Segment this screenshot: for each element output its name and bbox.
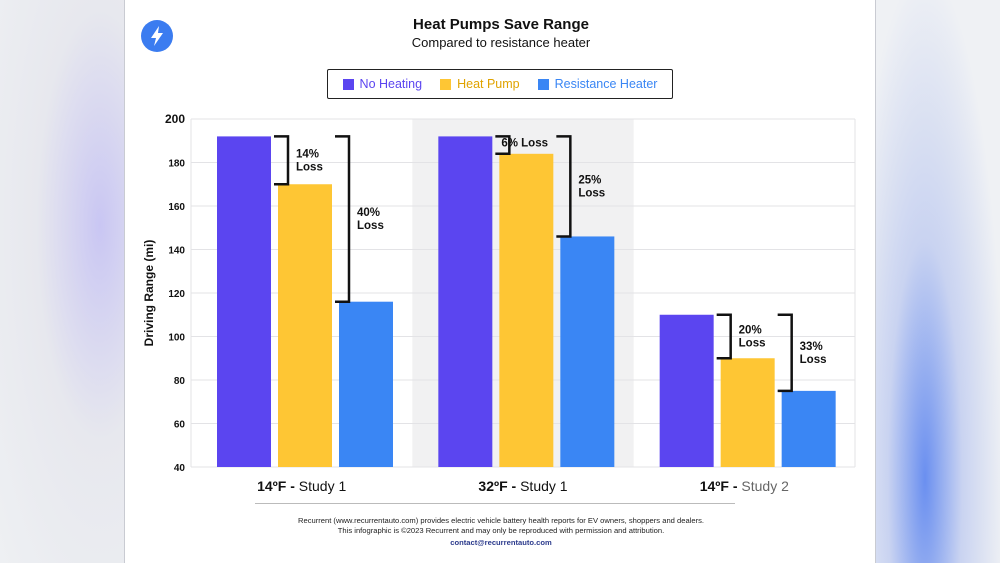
y-tick-label-40: 40 <box>174 463 186 474</box>
bar-heat-pump-2 <box>720 358 775 467</box>
loss-label-3-line2: Loss <box>578 187 605 199</box>
loss-bracket-5 <box>777 313 793 393</box>
chart-subtitle: Compared to resistance heater <box>411 35 591 50</box>
footer-text-line2: This infographic is ©2023 Recurrent and … <box>337 526 665 535</box>
bar-no-heating-1 <box>438 136 493 467</box>
loss-label-2: 6% Loss <box>501 137 548 149</box>
lightning-bolt-icon <box>141 20 173 52</box>
infographic-card: Heat Pumps Save Range Compared to resist… <box>124 0 876 563</box>
loss-label-0-line1: 14% <box>296 148 319 160</box>
loss-label-1-line2: Loss <box>357 220 384 232</box>
background-left <box>0 0 125 563</box>
loss-bracket-1 <box>335 135 351 303</box>
loss-bracket-0 <box>274 135 290 186</box>
y-tick-label-120: 120 <box>168 289 185 300</box>
legend-swatch-heat-pump <box>440 78 452 90</box>
y-tick-label-80: 80 <box>174 376 186 387</box>
footer-text-line1: Recurrent (www.recurrentauto.com) provid… <box>297 516 705 525</box>
x-category-label-2: 14ºF - Study 2 <box>700 478 789 494</box>
loss-bracket-2 <box>495 135 511 156</box>
chart-title: Heat Pumps Save Range <box>413 16 589 33</box>
legend-swatch-resistance-heater <box>537 78 549 90</box>
bar-resistance-heater-2 <box>781 390 836 467</box>
bar-no-heating-0 <box>217 136 271 467</box>
y-tick-label-180: 180 <box>168 159 185 170</box>
legend-swatch-no-heating <box>342 78 354 90</box>
y-tick-label-60: 60 <box>174 420 186 431</box>
y-tick-label-200: 200 <box>165 112 185 126</box>
footer-contact-email[interactable]: contact@recurrentauto.com <box>450 538 552 547</box>
loss-bracket-3 <box>556 135 572 238</box>
loss-label-4-line2: Loss <box>739 338 766 350</box>
y-tick-label-160: 160 <box>168 202 185 213</box>
footer-divider <box>255 503 735 504</box>
y-axis-label: Driving Range (mi) <box>142 240 156 347</box>
x-category-label-1: 32ºF - Study 1 <box>478 478 567 494</box>
loss-label-1-line1: 40% <box>357 207 380 219</box>
bar-resistance-heater-1 <box>560 236 615 467</box>
bar-heat-pump-1 <box>499 153 554 468</box>
y-tick-label-140: 140 <box>168 246 185 257</box>
y-tick-label-100: 100 <box>168 333 185 344</box>
legend-item-heat-pump: Heat Pump <box>440 77 520 91</box>
loss-label-4-line1: 20% <box>739 325 762 337</box>
loss-label-0-line2: Loss <box>296 161 323 173</box>
bar-chart: 40 60 80 100 120 140 160 180 200 Driving Range (m… <box>142 112 856 494</box>
loss-bracket-4 <box>716 313 732 360</box>
loss-label-5-line1: 33% <box>800 341 823 353</box>
x-category-label-0: 14ºF - Study 1 <box>257 478 346 494</box>
bar-heat-pump-0 <box>278 184 332 467</box>
legend-label-no-heating: No Heating <box>359 77 423 91</box>
bar-no-heating-2 <box>659 314 714 467</box>
legend-label-heat-pump: Heat Pump <box>457 77 520 91</box>
loss-label-5-line2: Loss <box>800 354 827 366</box>
chart-legend: No Heating Heat Pump Resistance Heater <box>327 69 673 99</box>
bar-resistance-heater-0 <box>339 301 393 467</box>
legend-item-no-heating: No Heating <box>342 77 423 91</box>
background-right <box>875 0 1000 563</box>
legend-label-resistance-heater: Resistance Heater <box>554 77 658 91</box>
legend-item-resistance-heater: Resistance Heater <box>537 77 658 91</box>
loss-label-3-line1: 25% <box>578 174 601 186</box>
